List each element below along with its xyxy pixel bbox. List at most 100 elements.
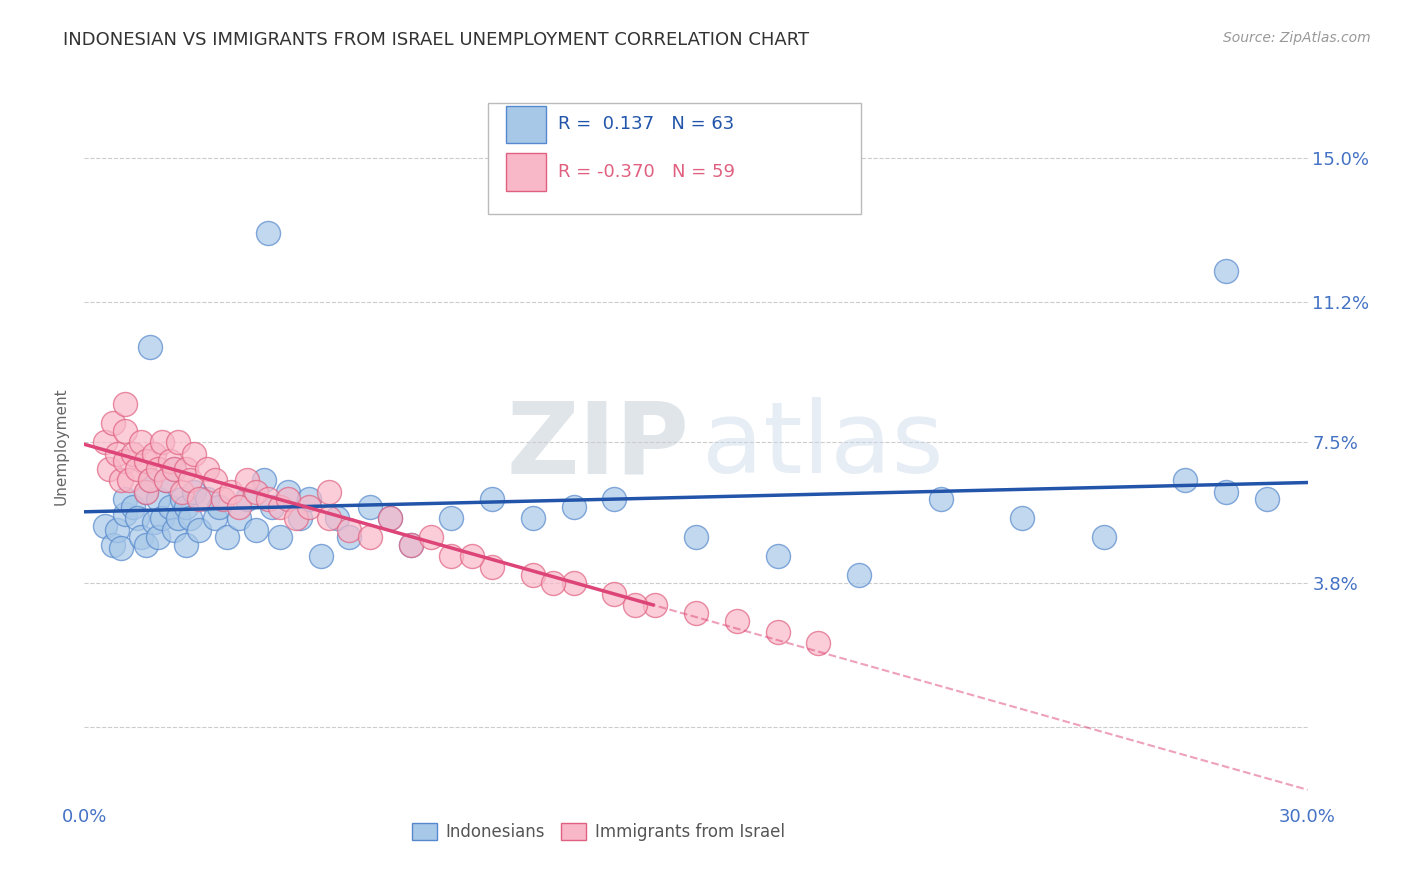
Point xyxy=(159,500,181,514)
Point xyxy=(420,530,443,544)
Point xyxy=(195,462,218,476)
Point xyxy=(440,549,463,563)
Point xyxy=(105,523,128,537)
Point xyxy=(359,530,381,544)
Point xyxy=(624,599,647,613)
Point xyxy=(135,484,157,499)
Point xyxy=(285,511,308,525)
Text: INDONESIAN VS IMMIGRANTS FROM ISRAEL UNEMPLOYMENT CORRELATION CHART: INDONESIAN VS IMMIGRANTS FROM ISRAEL UNE… xyxy=(63,31,810,49)
Point xyxy=(228,511,250,525)
Point xyxy=(562,575,585,590)
Point xyxy=(127,511,149,525)
Point xyxy=(183,484,205,499)
Point xyxy=(339,523,361,537)
Point xyxy=(309,549,332,563)
Point xyxy=(174,500,197,514)
Point xyxy=(1174,473,1197,487)
Point xyxy=(142,515,165,529)
Point xyxy=(127,462,149,476)
Point xyxy=(163,523,186,537)
Legend: Indonesians, Immigrants from Israel: Indonesians, Immigrants from Israel xyxy=(405,816,792,848)
Text: atlas: atlas xyxy=(702,398,943,494)
Point xyxy=(172,484,194,499)
Point xyxy=(110,541,132,556)
Point xyxy=(146,530,169,544)
Point xyxy=(219,484,242,499)
Point xyxy=(339,530,361,544)
Point xyxy=(603,492,626,507)
Point xyxy=(260,500,283,514)
Point xyxy=(257,227,280,241)
Point xyxy=(122,500,145,514)
Point xyxy=(155,473,177,487)
Point xyxy=(245,523,267,537)
FancyBboxPatch shape xyxy=(488,103,860,214)
Point xyxy=(399,538,422,552)
Point xyxy=(187,492,209,507)
Point xyxy=(208,500,231,514)
Point xyxy=(97,462,120,476)
Point xyxy=(146,492,169,507)
Point xyxy=(1011,511,1033,525)
Point xyxy=(253,473,276,487)
Point xyxy=(522,568,544,582)
Point xyxy=(122,447,145,461)
Point xyxy=(142,447,165,461)
Point xyxy=(135,484,157,499)
Point xyxy=(380,511,402,525)
Point xyxy=(159,454,181,468)
Point xyxy=(236,492,259,507)
Point xyxy=(179,473,201,487)
Point xyxy=(187,523,209,537)
Point xyxy=(1256,492,1278,507)
Y-axis label: Unemployment: Unemployment xyxy=(53,387,69,505)
Point xyxy=(114,492,136,507)
Point xyxy=(298,500,321,514)
Point xyxy=(481,560,503,574)
Point xyxy=(318,484,340,499)
Point xyxy=(167,511,190,525)
Point xyxy=(110,473,132,487)
Point xyxy=(685,530,707,544)
Point xyxy=(135,538,157,552)
Point xyxy=(138,473,160,487)
Point xyxy=(236,473,259,487)
Point xyxy=(93,518,115,533)
Point xyxy=(380,511,402,525)
Point xyxy=(543,575,565,590)
Point xyxy=(114,424,136,438)
Point xyxy=(114,454,136,468)
Point xyxy=(195,492,218,507)
Point xyxy=(1092,530,1115,544)
Point xyxy=(172,492,194,507)
Point xyxy=(481,492,503,507)
Point xyxy=(174,538,197,552)
Point xyxy=(399,538,422,552)
Point xyxy=(562,500,585,514)
Point xyxy=(114,397,136,411)
Point xyxy=(725,614,748,628)
Point xyxy=(277,484,299,499)
Point xyxy=(150,511,173,525)
Point xyxy=(118,473,141,487)
Point xyxy=(318,511,340,525)
Point xyxy=(326,511,349,525)
Point xyxy=(93,435,115,450)
Point xyxy=(135,454,157,468)
Point xyxy=(269,530,291,544)
Point xyxy=(461,549,484,563)
Point xyxy=(440,511,463,525)
Point xyxy=(269,500,291,514)
Point xyxy=(174,462,197,476)
Point xyxy=(228,500,250,514)
Point xyxy=(603,587,626,601)
Point xyxy=(114,508,136,522)
Text: ZIP: ZIP xyxy=(508,398,690,494)
Point xyxy=(217,530,239,544)
Point xyxy=(807,636,830,650)
Point xyxy=(257,492,280,507)
Point xyxy=(929,492,952,507)
Point xyxy=(146,462,169,476)
Point xyxy=(245,484,267,499)
FancyBboxPatch shape xyxy=(506,153,546,191)
